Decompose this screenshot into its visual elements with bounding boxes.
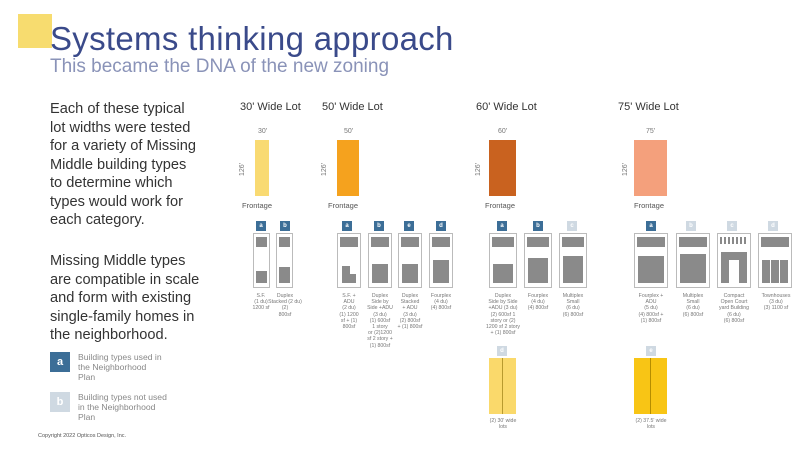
type-badge-50-b: b — [374, 221, 384, 231]
page-subtitle: This became the DNA of the new zoning — [50, 56, 390, 77]
intro-paragraph-1: Each of these typical lot widths were te… — [50, 101, 196, 228]
lot-depth-30: 126' — [239, 162, 247, 177]
type-caption-50-b: Duplex Side by Side +ADU (3 du) (1) 600s… — [367, 293, 393, 349]
type-caption-50-e: Duplex Stacked + ADU (3 du) (2) 800sf + … — [397, 293, 423, 331]
type-badge-60-a: a — [497, 221, 507, 231]
type-caption-60-b: Fourplex (4 du) (4) 800sf — [527, 293, 549, 312]
lot-75-split-plan — [634, 358, 667, 414]
type-card-50-a — [337, 233, 361, 288]
type-badge-60-d: d — [497, 346, 507, 356]
type-caption-60-d: (2) 30' wide lots — [489, 418, 517, 431]
type-card-30-b — [276, 233, 293, 288]
type-card-75-d — [758, 233, 792, 288]
lot-width-30: 30' — [258, 128, 268, 135]
lot-depth-50: 126' — [321, 162, 329, 177]
type-caption-60-a: Duplex Side by Side +ADU (3 du) (2) 600s… — [485, 293, 521, 337]
accent-square — [18, 14, 52, 48]
lot-title-75: 75' Wide Lot — [618, 101, 679, 113]
lot-width-50: 50' — [344, 128, 354, 135]
type-badge-75-e: e — [646, 346, 656, 356]
legend-used-label: Building types used in the Neighborhood … — [78, 352, 162, 382]
type-badge-50-d: d — [436, 221, 446, 231]
frontage-label-75: Frontage — [634, 201, 665, 210]
legend-used-badge: a — [50, 352, 70, 372]
type-card-75-b — [676, 233, 710, 288]
type-badge-50-e: e — [404, 221, 414, 231]
type-card-75-c — [717, 233, 751, 288]
lot-60-split-plan — [489, 358, 516, 414]
type-card-30-a — [253, 233, 270, 288]
type-caption-50-a: S.F. + ADU (2 du) (1) 1200 sf + (1) 800s… — [339, 293, 359, 331]
type-badge-30-a: a — [256, 221, 266, 231]
legend-unused-badge: b — [50, 392, 70, 412]
type-badge-75-d: d — [768, 221, 778, 231]
type-card-60-b — [524, 233, 552, 288]
lot-title-50: 50' Wide Lot — [322, 101, 383, 113]
lot-depth-75: 126' — [622, 162, 630, 177]
type-card-75-a — [634, 233, 668, 288]
legend-unused-label: Building types not used in the Neighborh… — [78, 392, 167, 422]
type-caption-30-b: Duplex Stacked (2 du) (2) 800sf — [268, 293, 302, 318]
type-badge-75-b: b — [686, 221, 696, 231]
type-caption-75-b: Multiplex Small (6 du) (6) 800sf — [682, 293, 704, 318]
type-badge-75-a: a — [646, 221, 656, 231]
lot-60-plan — [489, 140, 516, 196]
frontage-label-30: Frontage — [242, 201, 273, 210]
page-title: Systems thinking approach — [50, 20, 454, 57]
type-caption-75-e: (2) 37.5' wide lots — [635, 418, 667, 431]
lot-75-plan — [634, 140, 667, 196]
type-caption-30-a: S.F. (1 du) 1200 sf — [252, 293, 270, 312]
type-badge-75-c: c — [727, 221, 737, 231]
type-card-50-d — [429, 233, 453, 288]
lot-30-plan — [255, 140, 269, 196]
type-card-50-e — [398, 233, 422, 288]
lot-depth-60: 126' — [475, 162, 483, 177]
type-caption-50-d: Fourplex (4 du) (4) 800sf — [430, 293, 452, 312]
lot-title-60: 60' Wide Lot — [476, 101, 537, 113]
type-caption-75-a: Fourplex + ADU (5 du) (4) 800sf + (1) 80… — [638, 293, 664, 324]
type-badge-60-b: b — [533, 221, 543, 231]
type-card-50-b — [368, 233, 392, 288]
lot-title-30: 30' Wide Lot — [240, 101, 301, 113]
type-caption-75-d: Townhouses (3 du) (3) 1100 sf — [761, 293, 791, 312]
frontage-label-50: Frontage — [328, 201, 359, 210]
lot-width-60: 60' — [498, 128, 508, 135]
frontage-label-60: Frontage — [485, 201, 516, 210]
type-badge-30-b: b — [280, 221, 290, 231]
type-badge-50-a: a — [342, 221, 352, 231]
type-badge-60-c: c — [567, 221, 577, 231]
copyright: Copyright 2022 Opticos Design, Inc. — [38, 433, 127, 439]
type-card-60-c — [559, 233, 587, 288]
type-caption-75-c: Compact Open Court yard Building (6 du) … — [719, 293, 749, 324]
intro-paragraph-2: Missing Middle types are compatible in s… — [50, 253, 200, 343]
type-card-60-a — [489, 233, 517, 288]
lot-width-75: 75' — [646, 128, 656, 135]
lot-50-plan — [337, 140, 359, 196]
type-caption-60-c: Multiplex Small (6 du) (6) 800sf — [562, 293, 584, 318]
